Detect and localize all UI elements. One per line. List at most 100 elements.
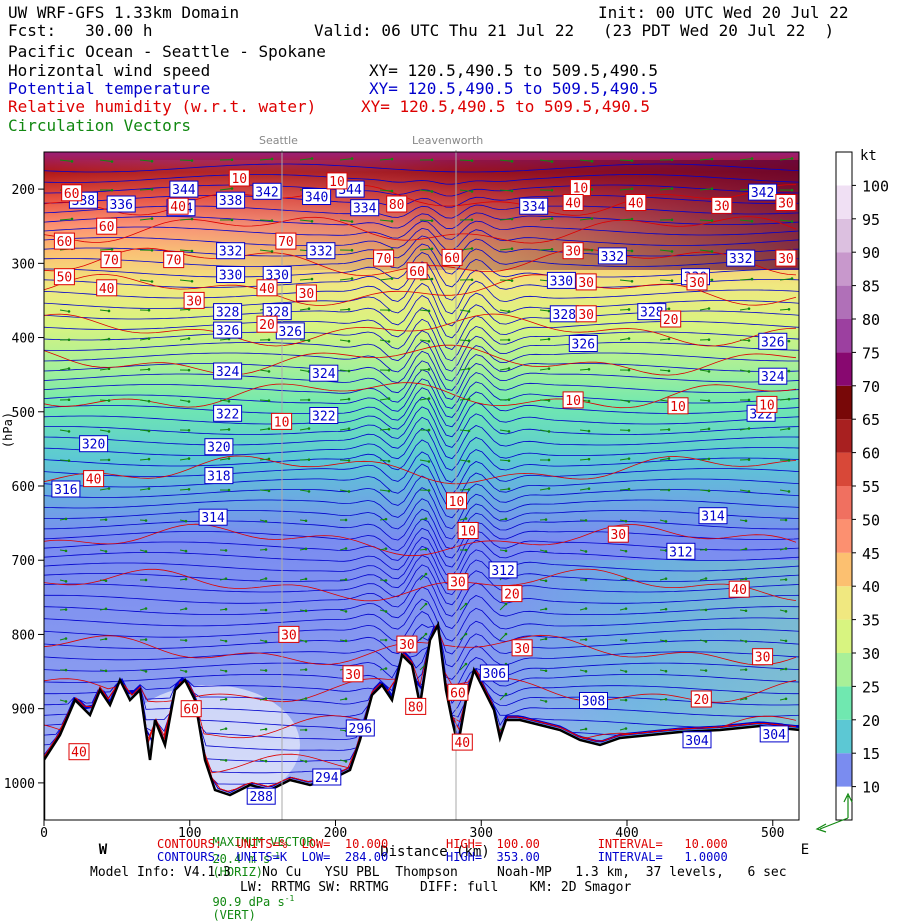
- circulation-vector-head: [225, 727, 228, 730]
- y-tick-label: 200: [12, 183, 35, 198]
- circulation-vector-head: [628, 488, 631, 491]
- rh-label-box: [687, 274, 707, 290]
- circulation-vector-head: [65, 580, 68, 583]
- circulation-vector: [60, 369, 69, 370]
- circulation-vector-head: [428, 489, 431, 492]
- circulation-vector-head: [588, 458, 591, 461]
- circulation-vector: [500, 280, 512, 281]
- theta-contour-line: [44, 236, 800, 262]
- circulation-vector: [180, 219, 192, 220]
- circulation-vector-head: [428, 397, 431, 400]
- circulation-vector: [580, 729, 586, 730]
- circulation-vector-head: [308, 307, 311, 310]
- circulation-vector: [260, 520, 266, 521]
- theta-contour-line: [44, 296, 800, 338]
- theta-contour-line: [44, 509, 800, 549]
- rh-label-box: [229, 170, 249, 186]
- circulation-vector: [540, 310, 549, 311]
- circulation-vector-head: [305, 640, 308, 643]
- theta-contour-line: [44, 627, 800, 703]
- rh-label: 30: [279, 626, 299, 643]
- theta-label: 296: [346, 720, 374, 737]
- circulation-vector: [740, 699, 746, 700]
- circulation-vector-head: [305, 760, 308, 763]
- circulation-vector-head: [228, 428, 231, 431]
- y-tick-label: 500: [12, 406, 35, 421]
- circulation-vector: [220, 339, 229, 340]
- theta-label-text: 328: [640, 306, 663, 321]
- circulation-vector: [60, 160, 72, 161]
- circulation-vector-head: [588, 487, 591, 490]
- circulation-vector: [700, 309, 709, 310]
- circulation-vector: [60, 460, 69, 461]
- circulation-vector: [580, 160, 592, 161]
- colorbar-tick-label: 20: [862, 712, 880, 730]
- circulation-vector: [100, 280, 112, 281]
- circulation-vector-head: [305, 729, 308, 732]
- circulation-vector-head: [465, 603, 468, 606]
- circulation-vector: [580, 459, 589, 460]
- circulation-vector: [500, 219, 512, 220]
- circulation-vector: [300, 250, 312, 251]
- circulation-vector-head: [68, 338, 71, 341]
- circulation-vector: [460, 399, 469, 400]
- circulation-vector-head: [268, 370, 271, 373]
- circulation-vector-head: [668, 457, 671, 460]
- circulation-vector-head: [508, 459, 511, 462]
- circulation-vector-head: [628, 337, 631, 340]
- rh-contour-line: [44, 248, 796, 275]
- colorbar-band: [836, 352, 852, 385]
- circulation-vector: [740, 159, 752, 160]
- circulation-vector-head: [68, 430, 71, 433]
- theta-contour-line: [44, 519, 800, 558]
- theta-label: 320: [80, 436, 108, 453]
- city-label-leavenworth: Leavenworth: [412, 134, 483, 147]
- circulation-vector-head: [511, 279, 514, 282]
- rh-contour-line: [44, 185, 796, 216]
- theta-label-box: [263, 267, 291, 283]
- theta-contour-line: [44, 528, 800, 567]
- theta-contour-line: [44, 361, 800, 400]
- circulation-vector-head: [265, 520, 268, 523]
- circulation-vector-head: [351, 189, 354, 192]
- circulation-vector-head: [151, 249, 154, 252]
- circulation-vector-head: [668, 428, 671, 431]
- circulation-vector-head: [311, 188, 314, 191]
- circulation-vector-head: [665, 608, 668, 611]
- rh-contour-line: [44, 569, 796, 601]
- circulation-vector-head: [665, 698, 668, 701]
- circulation-vector-head: [428, 429, 431, 432]
- circulation-vector-head: [68, 459, 71, 462]
- circulation-vector-head: [465, 517, 468, 520]
- rh-label-box: [442, 249, 462, 265]
- theta-label: 334: [351, 200, 379, 217]
- circulation-vector-head: [551, 217, 554, 220]
- circulation-vector-head: [148, 430, 151, 433]
- circulation-vector: [620, 309, 629, 310]
- circulation-vector: [500, 550, 506, 551]
- circulation-vector-head: [225, 759, 228, 762]
- circulation-vector-head: [188, 457, 191, 460]
- circulation-vector-head: [65, 669, 68, 672]
- circulation-vector-head: [428, 368, 431, 371]
- rh-label-box: [272, 413, 292, 429]
- circulation-vector-head: [665, 640, 668, 643]
- circulation-vector-head: [631, 187, 634, 190]
- circulation-vector: [700, 429, 709, 430]
- rh-label-text: 60: [99, 220, 115, 235]
- circulation-vector-head: [111, 160, 114, 163]
- circulation-vector: [60, 519, 66, 520]
- circulation-vector-head: [705, 577, 708, 580]
- circulation-vector-head: [545, 700, 548, 703]
- circulation-vector-head: [111, 280, 114, 283]
- circulation-vector: [220, 429, 229, 430]
- theta-label-text: 288: [249, 790, 272, 805]
- circulation-vector-head: [111, 248, 114, 251]
- circulation-vector-head: [705, 609, 708, 612]
- theta-label-box: [107, 196, 135, 212]
- circulation-vector-head: [708, 490, 711, 493]
- circulation-vector-head: [791, 249, 794, 252]
- theta-label: 332: [598, 248, 626, 265]
- circulation-vector-head: [425, 548, 428, 551]
- circulation-vector-head: [785, 519, 788, 522]
